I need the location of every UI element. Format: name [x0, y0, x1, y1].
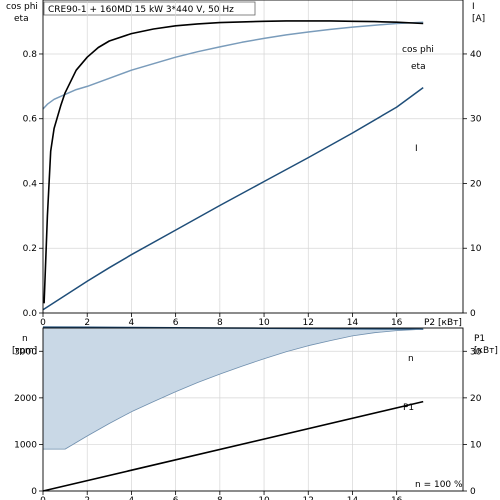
bottom-left-axis-label-2: [rpm] — [12, 346, 37, 356]
x-tick-label: 8 — [217, 496, 223, 500]
right-tick-label: 20 — [470, 394, 482, 404]
left-tick-label: 0 — [31, 487, 37, 497]
left-tick-label: 3000 — [14, 347, 37, 357]
series-line-cos-phi — [42, 21, 424, 110]
x-tick-label: 10 — [258, 318, 270, 328]
top-right-axis-label-2: [A] — [472, 14, 485, 24]
x-tick-label: 0 — [40, 318, 46, 328]
title-box — [43, 1, 256, 16]
right-tick-label: 20 — [470, 179, 482, 189]
x-tick-label: 16 — [391, 496, 403, 500]
series-label-speed: n — [408, 354, 414, 364]
right-tick-label: 10 — [470, 244, 482, 254]
left-tick-label: 1000 — [14, 440, 37, 450]
bottom-right-axis-label-2: [кВт] — [474, 346, 498, 356]
left-tick-label: 0.4 — [23, 179, 38, 189]
speed-footnote: n = 100 % — [415, 480, 463, 490]
x-tick-label: 0 — [40, 496, 46, 500]
top-x-axis-label: P2 [кВт] — [424, 318, 462, 328]
x-tick-label: 4 — [129, 496, 135, 500]
right-tick-label: 0 — [470, 309, 476, 319]
left-tick-label: 0.0 — [23, 309, 38, 319]
right-tick-label: 30 — [470, 347, 482, 357]
right-tick-label: 0 — [470, 487, 476, 497]
left-tick-label: 0.6 — [23, 115, 38, 125]
top-left-axis-label-1: cos phi — [6, 2, 38, 12]
x-tick-label: 8 — [217, 318, 223, 328]
x-tick-label: 6 — [173, 496, 179, 500]
x-tick-label: 2 — [84, 496, 90, 500]
right-tick-label: 40 — [470, 50, 482, 60]
plot-frame — [42, 327, 464, 492]
x-tick-label: 12 — [303, 318, 314, 328]
series-label-eta: eta — [411, 62, 426, 72]
x-tick-label: 2 — [84, 318, 90, 328]
series-label-cos-phi: cos phi — [402, 45, 434, 55]
left-tick-label: 0.8 — [23, 50, 38, 60]
left-tick-label: 2000 — [14, 394, 37, 404]
series-line-i — [42, 86, 424, 311]
x-tick-label: 14 — [347, 318, 359, 328]
series-label-p1: P1 — [403, 403, 414, 413]
x-tick-label: 4 — [129, 318, 135, 328]
plot-frame — [42, 0, 464, 314]
chart-title: CRE90-1 + 160MD 15 kW 3*440 V, 50 Hz — [48, 5, 234, 15]
left-tick-label: 0.2 — [23, 244, 37, 254]
x-tick-label: 10 — [258, 496, 270, 500]
x-tick-label: 14 — [347, 496, 359, 500]
top-right-axis-label-1: I — [472, 2, 475, 12]
series-label-current: I — [415, 144, 418, 154]
series-line-p1 — [42, 400, 424, 492]
right-tick-label: 30 — [470, 115, 482, 125]
bottom-left-axis-label-1: n — [22, 334, 28, 344]
right-tick-label: 10 — [470, 440, 482, 450]
top-left-axis-label-2: eta — [14, 14, 29, 24]
series-line-eta — [43, 20, 424, 304]
x-tick-label: 16 — [391, 318, 403, 328]
operating-range-area — [43, 327, 424, 450]
series-line-n-min — [43, 328, 424, 450]
x-tick-label: 12 — [303, 496, 314, 500]
bottom-right-axis-label-1: P1 — [474, 334, 485, 344]
x-tick-label: 6 — [173, 318, 179, 328]
